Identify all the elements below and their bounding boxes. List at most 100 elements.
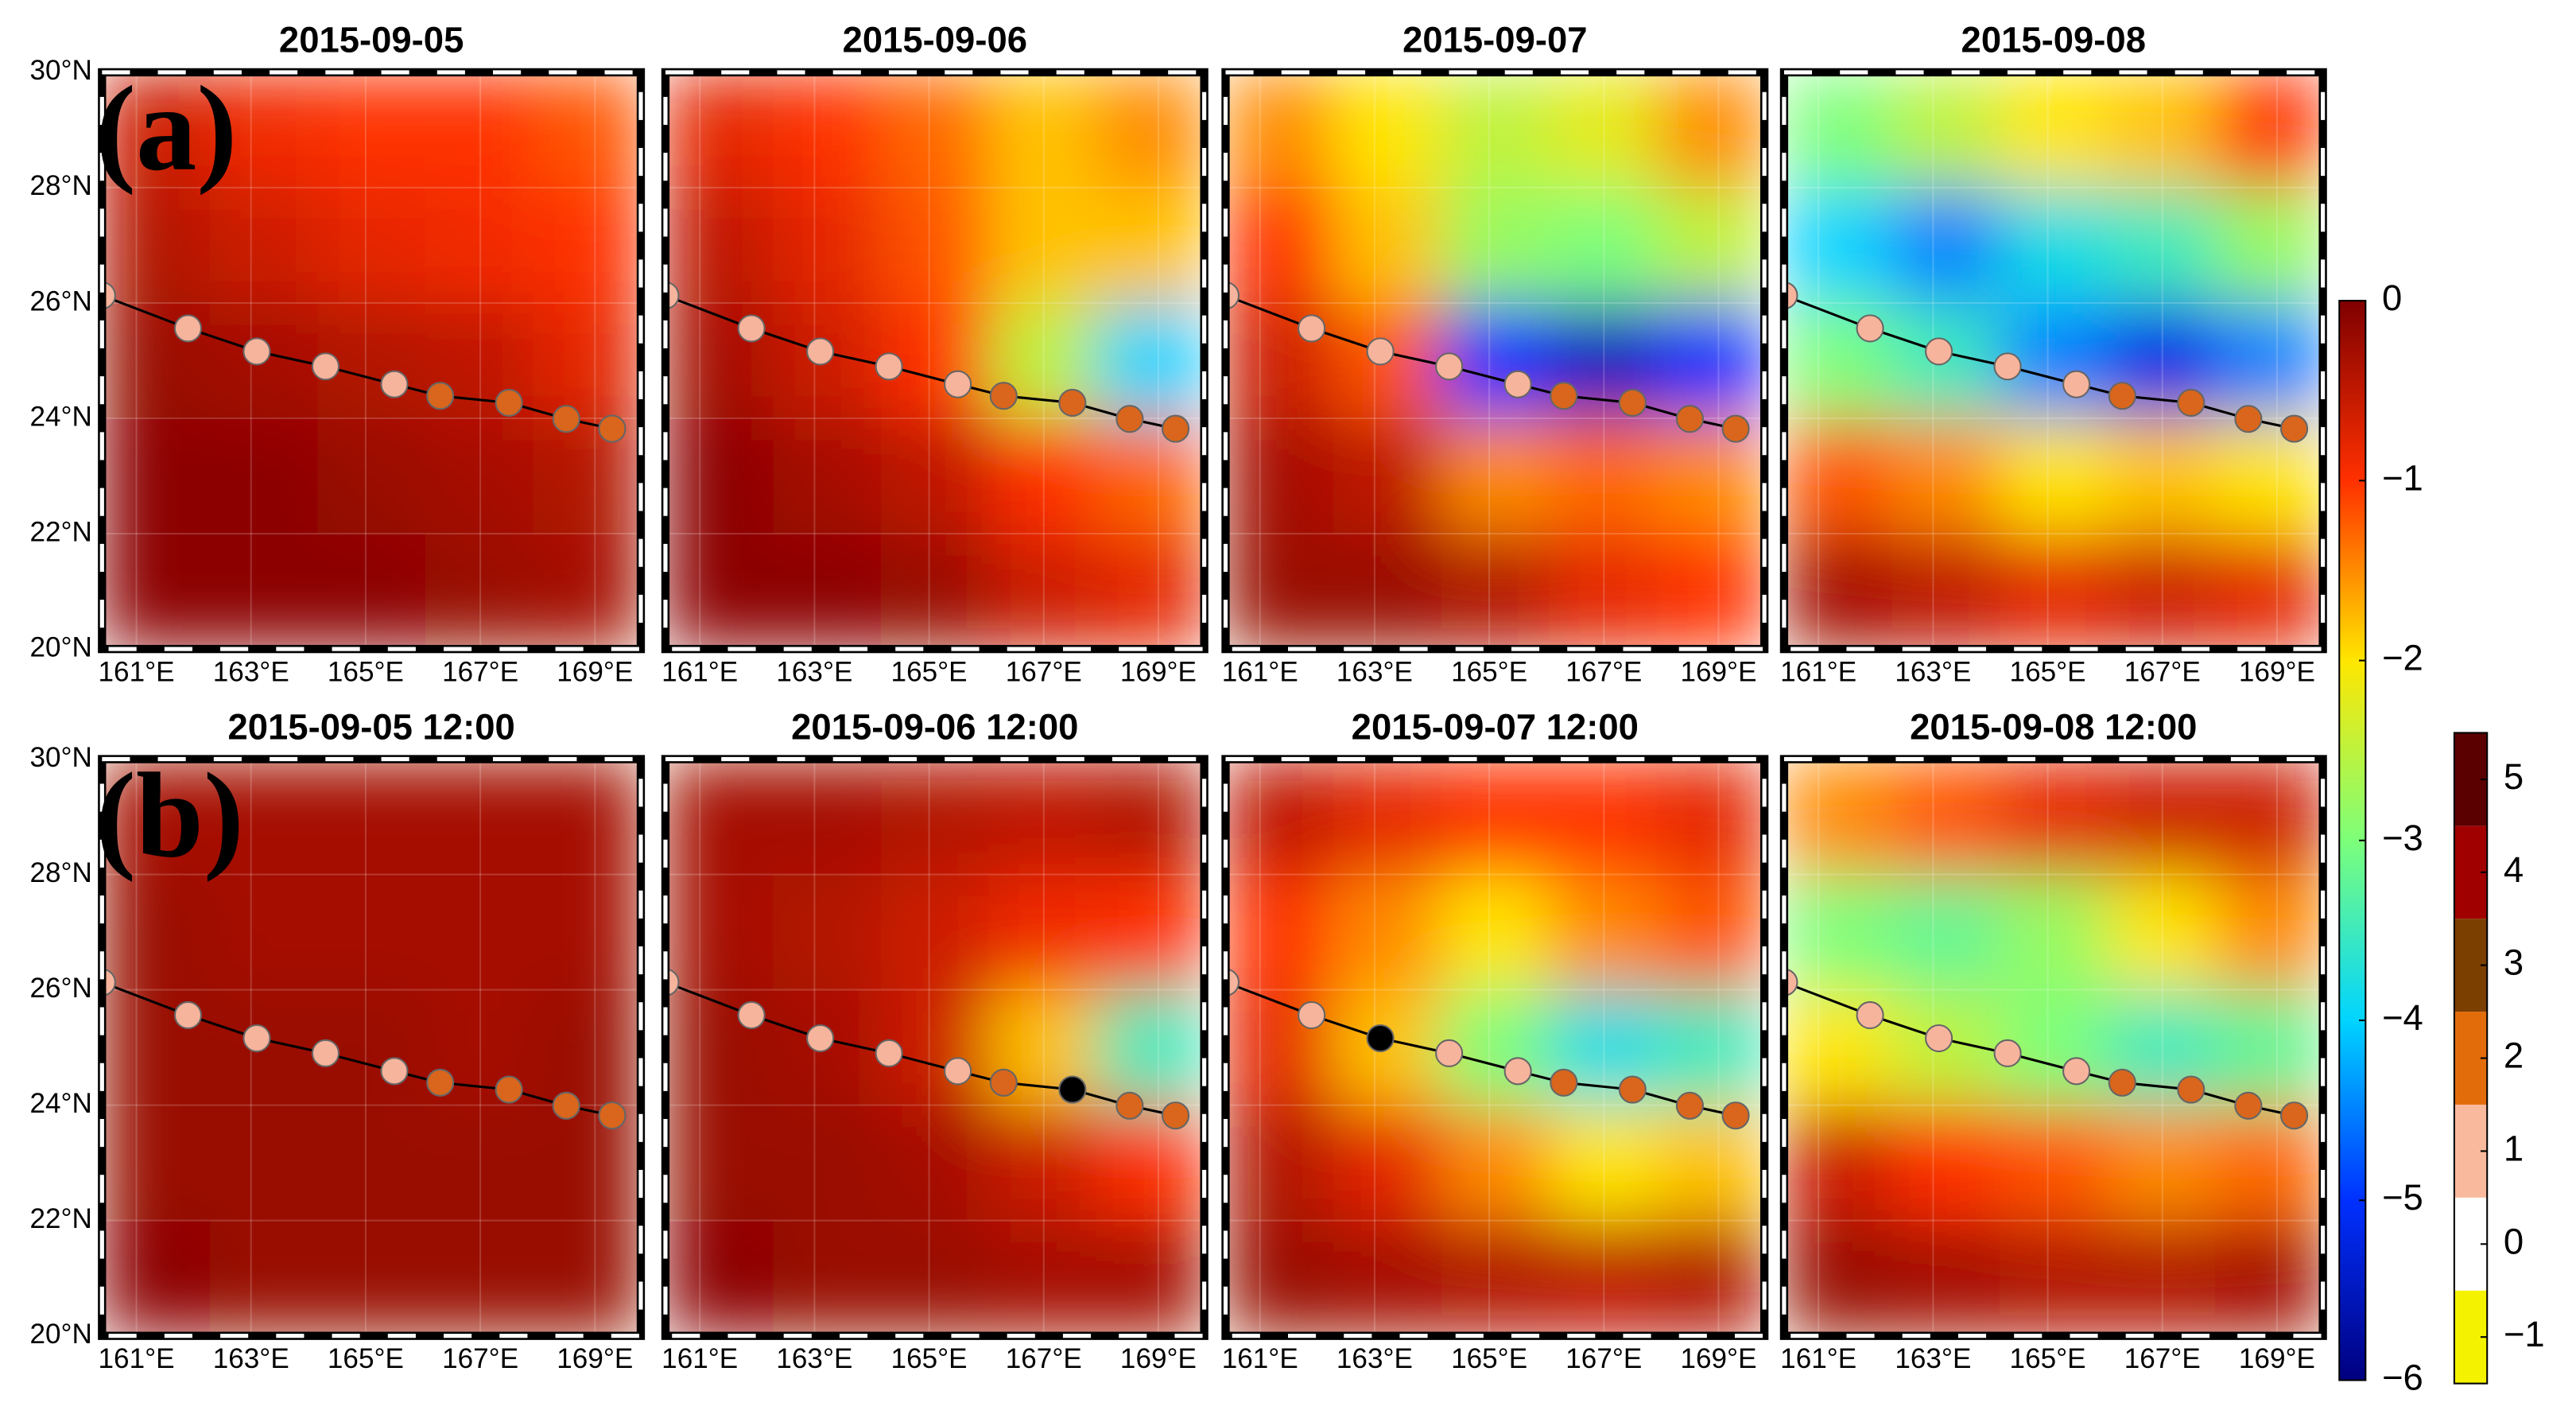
heatmap-cell <box>1441 418 1550 535</box>
heatmap-cell <box>1656 759 1765 876</box>
heatmap-cell <box>1096 759 1205 876</box>
heatmap-cell <box>1783 1220 1893 1336</box>
x-tick-label: 169°E <box>1120 656 1197 687</box>
frame <box>1779 755 2327 1340</box>
heatmap-cell <box>1656 418 1765 535</box>
x-tick-label: 163°E <box>776 656 852 687</box>
x-tick-label: 167°E <box>442 656 518 687</box>
track-point <box>2280 414 2309 443</box>
track-point <box>552 1091 580 1120</box>
heatmap-cell <box>1783 534 1893 650</box>
heatmap-cell <box>1891 418 2001 535</box>
x-tick-label: 163°E <box>1895 656 1971 687</box>
heatmap-cell <box>665 187 774 305</box>
heatmap-cell <box>1549 1105 1658 1222</box>
y-tick-label: 30°N <box>29 742 91 773</box>
heatmap-cell <box>881 874 990 991</box>
heatmap-cell <box>2107 874 2217 991</box>
x-tick-label: 161°E <box>661 656 738 687</box>
heatmap-cell <box>1225 418 1335 535</box>
heatmap-cell <box>102 534 211 650</box>
frame <box>661 755 1208 1340</box>
heatmap-cell <box>665 534 774 650</box>
x-tick-label: 167°E <box>2124 1343 2201 1374</box>
x-tick-label: 169°E <box>557 656 633 687</box>
track-point <box>1162 414 1190 443</box>
x-tick-label: 165°E <box>891 656 968 687</box>
heatmap-cell <box>881 1105 990 1222</box>
heatmap-cell <box>2107 1105 2217 1222</box>
y-tick-label: 22°N <box>29 516 91 547</box>
heatmap-cell <box>2000 72 2109 189</box>
heatmap-cell <box>425 72 534 189</box>
heatmap-cell <box>1549 874 1658 991</box>
track-point <box>1925 1024 1953 1053</box>
track-point <box>1856 314 1884 343</box>
track-point <box>1115 1091 1144 1120</box>
x-tick-label: 165°E <box>328 1343 404 1374</box>
heatmap-cell <box>533 534 641 650</box>
track-point <box>737 314 766 343</box>
heatmap-cell <box>665 1220 774 1336</box>
x-tick-label: 169°E <box>1120 1343 1197 1374</box>
heatmap-cell <box>1333 418 1442 535</box>
heatmap-cell <box>2215 874 2323 991</box>
heatmap-cell <box>1441 874 1550 991</box>
map-panel <box>1225 72 1765 650</box>
panel-title: 2015-09-05 <box>279 20 464 60</box>
panel-title: 2015-09-06 <box>843 20 1027 60</box>
heatmap-cell <box>102 1105 211 1222</box>
heatmap-cell <box>988 759 1098 876</box>
x-tick-label: 165°E <box>891 1343 968 1374</box>
colorbar-label: −4 <box>2382 997 2423 1038</box>
track-point <box>989 1068 1018 1097</box>
x-tick-label: 163°E <box>776 1343 852 1374</box>
track-point <box>1993 1039 2022 1067</box>
heatmap-cell <box>773 1220 883 1336</box>
track-point <box>875 352 903 381</box>
heatmap-cell <box>881 534 990 650</box>
track-point <box>944 370 972 398</box>
track-point <box>2177 388 2206 417</box>
map-panel <box>665 759 1205 1336</box>
track-point <box>1503 370 1532 398</box>
heatmap-cell <box>1441 534 1550 650</box>
heatmap-cell <box>1891 1105 2001 1222</box>
map-panel <box>1783 72 2323 650</box>
heatmap <box>102 759 641 1336</box>
category-label: 5 <box>2504 756 2524 797</box>
track-point <box>311 352 340 381</box>
track-point <box>1721 1101 1750 1130</box>
heatmap-cell <box>2107 534 2217 650</box>
heatmap-cell <box>1096 989 1205 1106</box>
track-point <box>173 1000 203 1030</box>
track-point <box>598 1101 627 1130</box>
heatmap-cell <box>1333 187 1442 305</box>
heatmap-cell <box>2215 302 2323 420</box>
heatmap-cell <box>102 874 211 991</box>
heatmap-cell <box>1225 187 1335 305</box>
heatmap-cell <box>1096 1105 1205 1222</box>
heatmap-cell <box>1656 874 1765 991</box>
heatmap-cell <box>1333 534 1442 650</box>
track-point <box>2177 1075 2206 1104</box>
x-tick-label: 161°E <box>1222 1343 1298 1374</box>
track-point <box>806 1024 835 1053</box>
y-tick-label: 20°N <box>29 631 91 662</box>
heatmap-cell <box>533 874 641 991</box>
y-tick-label: 26°N <box>29 286 91 317</box>
heatmap-cell <box>102 72 211 189</box>
heatmap-cell <box>881 759 990 876</box>
heatmap-cell <box>209 1105 319 1222</box>
heatmap-cell <box>1441 72 1550 189</box>
heatmap-cell <box>1549 1220 1658 1336</box>
heatmap-cell <box>1333 874 1442 991</box>
x-tick-label: 167°E <box>1565 656 1642 687</box>
frame <box>1221 755 1769 1340</box>
track-point <box>875 1039 903 1067</box>
y-tick-label: 28°N <box>29 857 91 888</box>
track-point <box>2234 1091 2263 1120</box>
track-point <box>1618 1075 1647 1104</box>
track-point <box>173 314 203 343</box>
